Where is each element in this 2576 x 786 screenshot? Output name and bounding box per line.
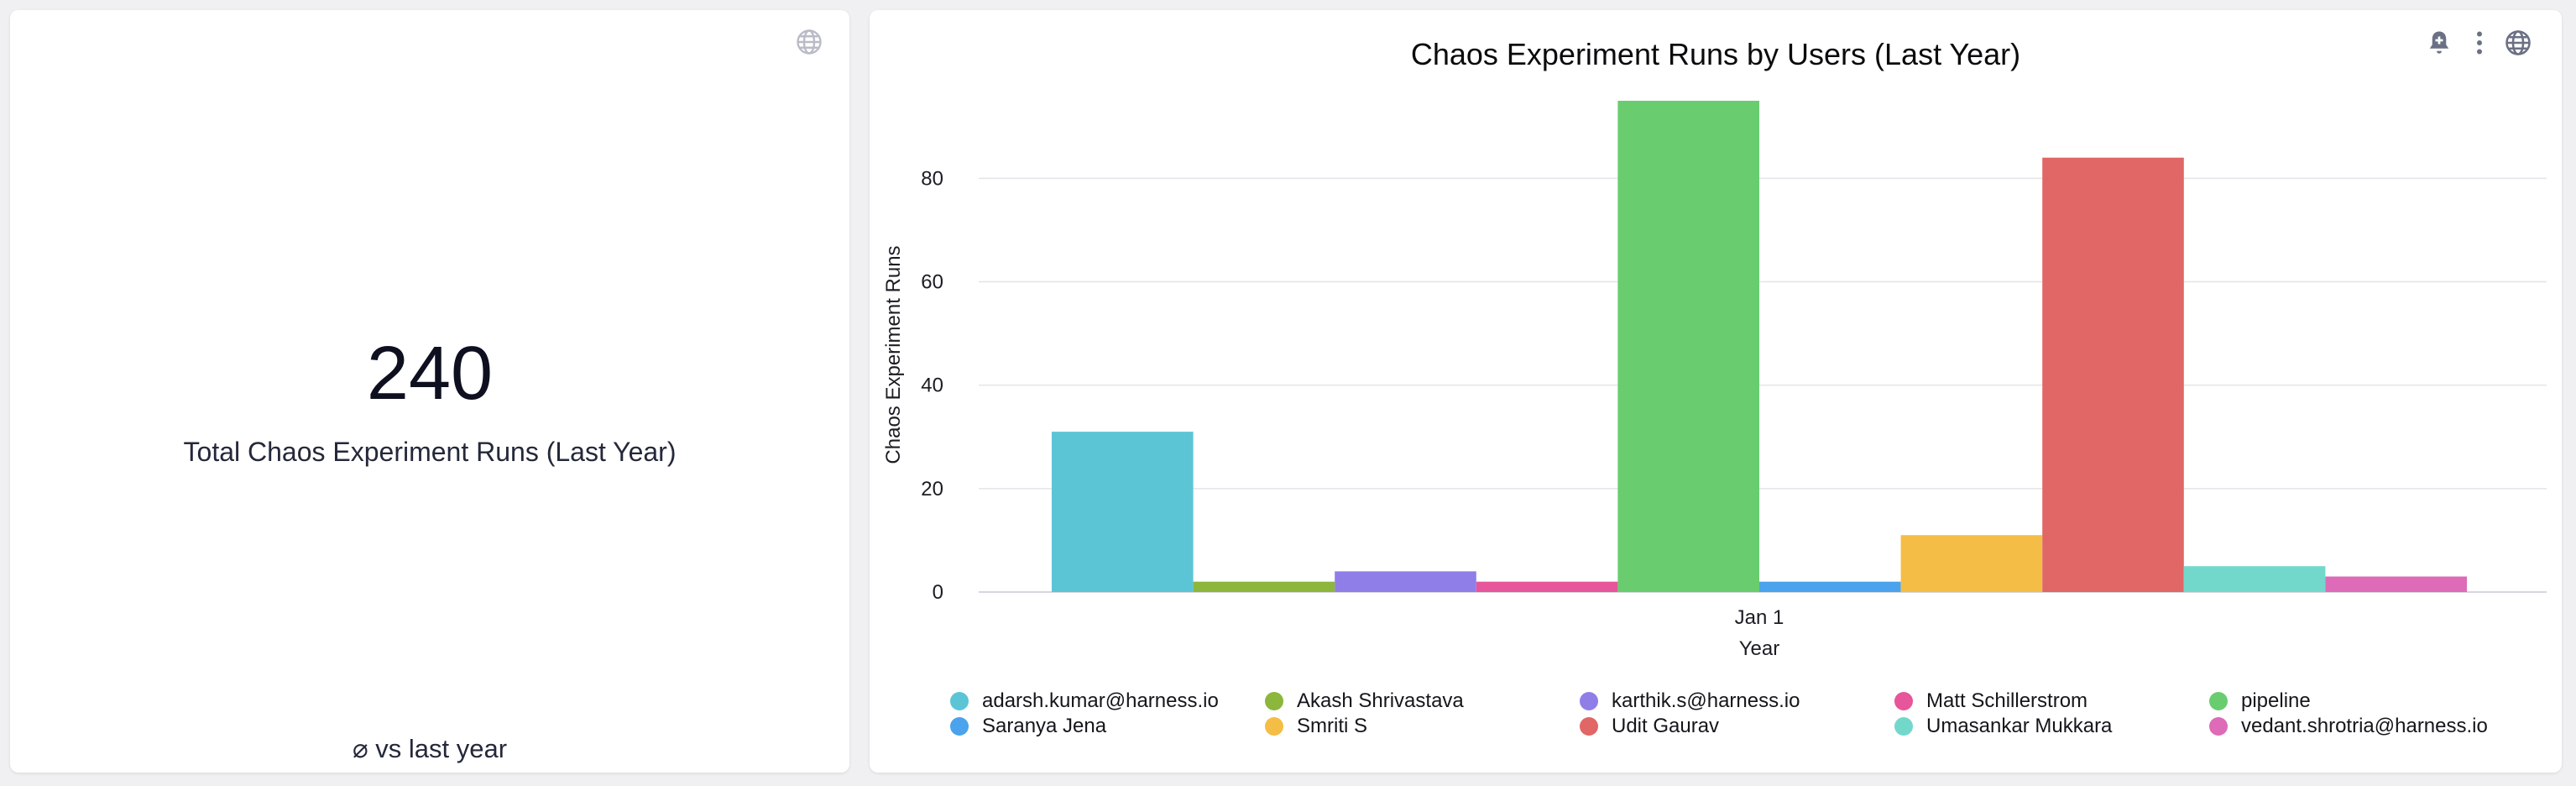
more-vertical-icon[interactable] xyxy=(2464,28,2495,58)
legend-swatch xyxy=(1580,692,1598,710)
legend-label: Matt Schillerstrom xyxy=(1926,689,2088,712)
legend-item[interactable]: pipeline xyxy=(2209,688,2311,715)
legend-item[interactable]: vedant.shrotria@harness.io xyxy=(2209,713,2488,740)
kpi-label: Total Chaos Experiment Runs (Last Year) xyxy=(183,437,677,467)
bar xyxy=(2042,157,2184,593)
legend-item[interactable]: karthik.s@harness.io xyxy=(1580,688,1800,715)
legend-swatch xyxy=(1894,692,1913,710)
chart-title: Chaos Experiment Runs by Users (Last Yea… xyxy=(1410,37,2021,71)
legend-swatch xyxy=(2209,717,2228,736)
bell-plus-icon[interactable] xyxy=(2424,28,2454,58)
chart-card: Chaos Experiment Runs by Users (Last Yea… xyxy=(870,10,2562,773)
x-axis-title: Year xyxy=(1739,637,1780,660)
bar xyxy=(1617,101,1759,592)
y-axis-title: Chaos Experiment Runs xyxy=(882,245,905,464)
legend-label: adarsh.kumar@harness.io xyxy=(982,689,1219,712)
globe-icon[interactable] xyxy=(2503,28,2533,58)
legend-item[interactable]: Saranya Jena xyxy=(950,713,1106,740)
legend-label: Udit Gaurav xyxy=(1612,715,1720,737)
bar xyxy=(1052,432,1194,592)
legend-label: Saranya Jena xyxy=(982,715,1107,737)
y-tick-label: 60 xyxy=(921,271,943,294)
globe-icon[interactable] xyxy=(794,27,824,57)
kpi-value: 240 xyxy=(366,332,494,416)
legend-label: vedant.shrotria@harness.io xyxy=(2241,715,2488,737)
legend-item[interactable]: Udit Gaurav xyxy=(1580,713,1719,740)
bar xyxy=(2183,566,2326,592)
y-tick-label: 80 xyxy=(921,167,943,190)
legend-item[interactable]: Umasankar Mukkara xyxy=(1894,713,2112,740)
legend-item[interactable]: adarsh.kumar@harness.io xyxy=(950,688,1219,715)
bar xyxy=(2325,576,2467,592)
bar xyxy=(1476,581,1618,592)
legend-swatch xyxy=(950,692,969,710)
legend-swatch xyxy=(1265,717,1283,736)
legend-swatch xyxy=(1265,692,1283,710)
y-tick-label: 20 xyxy=(921,478,943,500)
legend-swatch xyxy=(1894,717,1913,736)
legend-label: Umasankar Mukkara xyxy=(1926,715,2113,737)
y-tick-label: 0 xyxy=(933,581,943,604)
kpi-card: 240 Total Chaos Experiment Runs (Last Ye… xyxy=(10,10,849,773)
legend-label: pipeline xyxy=(2241,689,2311,712)
legend-swatch xyxy=(950,717,969,736)
x-tick-label: Jan 1 xyxy=(1735,606,1784,629)
legend-label: karthik.s@harness.io xyxy=(1612,689,1800,712)
legend-swatch xyxy=(1580,717,1598,736)
bar-chart: 0 20 40 60 80 Chaos Experiment Runs Jan 1 Year xyxy=(882,101,2547,660)
kpi-comparison: ⌀ vs last year xyxy=(352,734,508,763)
legend-item[interactable]: Smriti S xyxy=(1265,713,1367,740)
legend-label: Smriti S xyxy=(1297,715,1367,737)
bar xyxy=(1759,581,1901,592)
legend-label: Akash Shrivastava xyxy=(1297,689,1464,712)
bar xyxy=(1335,571,1476,592)
y-tick-label: 40 xyxy=(921,375,943,397)
bar xyxy=(1193,581,1335,592)
legend-item[interactable]: Matt Schillerstrom xyxy=(1894,688,2087,715)
legend-swatch xyxy=(2209,692,2228,710)
bar xyxy=(1900,535,2043,592)
legend-item[interactable]: Akash Shrivastava xyxy=(1265,688,1464,715)
